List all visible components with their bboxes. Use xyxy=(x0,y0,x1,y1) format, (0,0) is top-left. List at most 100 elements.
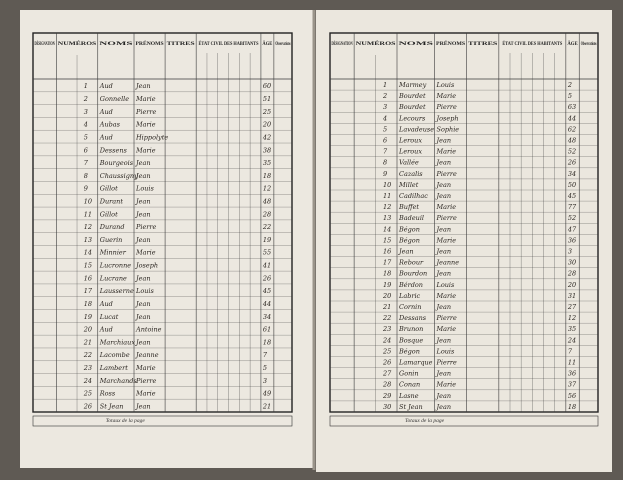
entry-age: 48 xyxy=(262,197,271,205)
entry-number: 6 xyxy=(84,146,88,154)
entry-age: 18 xyxy=(263,172,271,180)
entry-number: 15 xyxy=(84,262,92,270)
entry-name: Vallée xyxy=(399,159,419,167)
column-header: TITRES xyxy=(468,42,498,47)
column-header: ÉTAT CIVIL DES HABITANTS xyxy=(502,41,562,47)
entry-age: 19 xyxy=(263,236,271,244)
entry-number: 23 xyxy=(382,325,391,333)
entry-name: Dessans xyxy=(398,314,427,322)
entry-firstname: Marie xyxy=(135,121,156,129)
entry-name: Aud xyxy=(99,326,113,334)
entry-name: St Jean xyxy=(399,403,423,411)
entry-age: 52 xyxy=(568,148,576,156)
entry-age: 55 xyxy=(263,249,271,257)
entry-name: Aubas xyxy=(99,121,121,129)
entry-name: Marchiaux xyxy=(99,338,136,346)
entry-age: 42 xyxy=(262,133,271,141)
entry-age: 34 xyxy=(568,170,576,178)
entry-firstname: Sophie xyxy=(437,125,460,133)
column-header: NOMS xyxy=(99,42,133,47)
entry-number: 8 xyxy=(84,172,88,180)
entry-name: Gillot xyxy=(100,185,118,193)
entry-age: 36 xyxy=(568,236,576,244)
entry-number: 7 xyxy=(383,148,388,156)
entry-number: 24 xyxy=(382,336,391,344)
entry-number: 30 xyxy=(383,403,391,411)
entry-firstname: Joseph xyxy=(134,262,158,270)
entry-name: Aud xyxy=(99,108,113,116)
entry-number: 28 xyxy=(382,381,391,389)
entry-age: 35 xyxy=(568,325,576,333)
entry-firstname: Louis xyxy=(135,185,154,193)
entry-firstname: Jean xyxy=(134,300,151,308)
entry-firstname: Louis xyxy=(436,81,455,89)
entry-firstname: Jean xyxy=(134,236,151,244)
entry-number: 4 xyxy=(382,114,387,122)
entry-age: 7 xyxy=(263,351,268,359)
entry-number: 1 xyxy=(383,81,387,89)
entry-name: Aud xyxy=(99,300,113,308)
column-header: ÂGE xyxy=(567,41,578,47)
entry-age: 18 xyxy=(568,403,576,411)
entry-firstname: Jean xyxy=(134,82,151,90)
entry-number: 14 xyxy=(84,249,92,257)
entry-age: 7 xyxy=(568,347,573,355)
entry-age: 38 xyxy=(263,146,271,154)
entry-firstname: Pierre xyxy=(436,314,458,322)
entry-number: 2 xyxy=(83,95,88,103)
entry-firstname: Jean xyxy=(435,303,452,311)
entry-name: Aud xyxy=(99,82,113,90)
entry-name: Leroux xyxy=(398,136,422,144)
entry-name: Minnier xyxy=(99,249,127,257)
entry-number: 7 xyxy=(84,159,89,167)
entry-age: 28 xyxy=(567,270,576,278)
entry-age: 3 xyxy=(568,247,572,255)
entry-number: 25 xyxy=(83,390,92,398)
entry-firstname: Joseph xyxy=(435,114,459,122)
entry-firstname: Marie xyxy=(135,146,156,154)
entry-firstname: Jean xyxy=(134,210,151,218)
entry-name: Durand xyxy=(99,223,125,231)
entry-age: 25 xyxy=(262,108,271,116)
column-header: ÂGE xyxy=(262,41,273,47)
entry-firstname: Marie xyxy=(436,92,457,100)
entry-firstname: Jean xyxy=(134,159,151,167)
entry-number: 10 xyxy=(84,197,92,205)
entry-age: 45 xyxy=(262,287,271,295)
entry-number: 22 xyxy=(382,314,391,322)
footer-frame xyxy=(329,415,599,427)
entry-firstname: Pierre xyxy=(135,377,157,385)
entry-number: 9 xyxy=(84,185,88,193)
entry-firstname: Jean xyxy=(134,338,151,346)
page-total-label: Totaux de la page xyxy=(405,418,445,424)
entry-name: Lacombe xyxy=(99,351,130,359)
entry-name: Lucat xyxy=(99,313,119,321)
entry-name: Lavadeuse xyxy=(398,125,434,133)
entry-name: Cornin xyxy=(399,303,421,311)
entry-number: 5 xyxy=(383,125,387,133)
entry-age: 30 xyxy=(568,259,576,267)
entry-number: 13 xyxy=(383,214,391,222)
left-sheet xyxy=(20,10,313,468)
column-header: NOMS xyxy=(399,42,434,47)
entry-number: 23 xyxy=(83,364,92,372)
entry-name: Bourdet xyxy=(398,92,426,100)
entry-age: 2 xyxy=(567,81,572,89)
entry-name: Bégon xyxy=(398,236,420,244)
entry-firstname: Louis xyxy=(436,281,455,289)
entry-age: 20 xyxy=(262,121,271,129)
entry-name: Aud xyxy=(99,133,113,141)
entry-age: 37 xyxy=(568,381,577,389)
entry-firstname: Jean xyxy=(435,192,452,200)
column-header: Observations xyxy=(275,42,290,47)
entry-firstname: Marie xyxy=(436,148,457,156)
entry-age: 61 xyxy=(263,326,271,334)
entry-firstname: Marie xyxy=(436,292,457,300)
column-header: DÉSIGNATION xyxy=(35,41,56,47)
entry-firstname: Pierre xyxy=(436,103,458,111)
entry-name: Lambert xyxy=(99,364,128,372)
entry-name: Bérdon xyxy=(398,281,423,289)
